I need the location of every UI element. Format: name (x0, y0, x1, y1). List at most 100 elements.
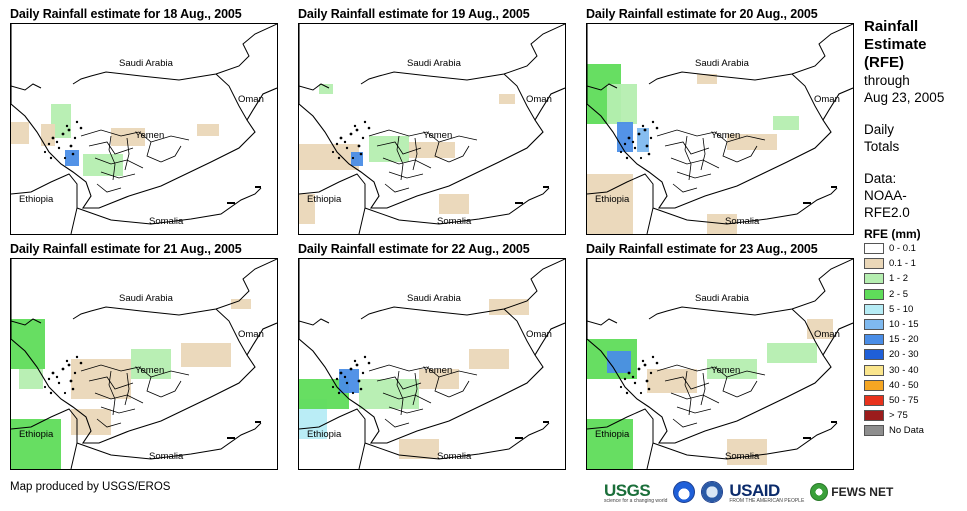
rainfall-patch (617, 122, 633, 152)
map-panel: Daily Rainfall estimate for 22 Aug., 200… (298, 242, 566, 470)
label-yemen: Yemen (135, 365, 165, 376)
label-saudi-arabia: Saudi Arabia (695, 58, 749, 69)
panel-title: Daily Rainfall estimate for 20 Aug., 200… (586, 7, 818, 21)
legend-swatch (864, 425, 884, 437)
legend-swatch (864, 243, 884, 255)
sidebar-data-label: Data: (864, 171, 897, 186)
label-somalia: Somalia (437, 451, 472, 462)
rainfall-patch (767, 343, 817, 363)
rainfall-patch (71, 359, 131, 399)
legend-swatch (864, 364, 884, 376)
rainfall-patch (197, 124, 219, 136)
sidebar: Rainfall Estimate (RFE) through Aug 23, … (864, 18, 964, 438)
sidebar-daily: Daily (864, 122, 895, 137)
sidebar-data-source: NOAA- (864, 188, 907, 203)
rainfall-patch (299, 144, 359, 170)
legend-label: > 75 (889, 410, 908, 422)
label-oman: Oman (238, 94, 264, 105)
legend-swatch (864, 319, 884, 331)
rainfall-patch (773, 116, 799, 130)
fews-globe-icon (810, 483, 829, 501)
map-frame: Saudi Arabia Oman Yemen Ethiopia Somalia (298, 23, 566, 235)
map-frame: Saudi Arabia Oman Yemen Ethiopia Somalia (586, 23, 854, 235)
rainfall-patch (607, 84, 637, 124)
label-saudi-arabia: Saudi Arabia (407, 58, 461, 69)
legend-swatch (864, 334, 884, 346)
sidebar-data-source: RFE2.0 (864, 205, 910, 220)
map-credit: Map produced by USGS/EROS (10, 481, 171, 493)
sidebar-through: through (864, 73, 910, 88)
legend-swatch (864, 258, 884, 270)
map-panel: Daily Rainfall estimate for 23 Aug., 200… (586, 242, 854, 470)
label-oman: Oman (814, 94, 840, 105)
label-oman: Oman (526, 329, 552, 340)
legend-label: 0 - 0.1 (889, 243, 916, 255)
rainfall-patch (181, 343, 231, 367)
rainfall-patch (587, 174, 633, 234)
legend-swatch (864, 379, 884, 391)
logo-strip: USGS science for a changing world USAID … (604, 480, 893, 504)
legend-item: No Data (864, 423, 964, 438)
legend-item: 50 - 75 (864, 393, 964, 408)
rainfall-patch (439, 194, 469, 214)
map-svg (587, 24, 853, 234)
legend-item: 1 - 2 (864, 271, 964, 286)
rainfall-patch (351, 152, 363, 166)
legend-label: 15 - 20 (889, 334, 919, 346)
map-svg (299, 24, 565, 234)
legend-label: 30 - 40 (889, 364, 919, 376)
map-frame: Saudi Arabia Oman Yemen Ethiopia Somalia (586, 258, 854, 470)
label-yemen: Yemen (423, 130, 453, 141)
rainfall-patch (65, 150, 79, 166)
label-somalia: Somalia (437, 216, 472, 227)
legend-label: 5 - 10 (889, 303, 914, 315)
legend-swatch (864, 394, 884, 406)
rainfall-patch (19, 369, 43, 389)
map-frame: Saudi Arabia Oman Yemen Ethiopia Somalia (10, 258, 278, 470)
rainfall-patch (41, 124, 55, 146)
rainfall-patch (697, 74, 717, 84)
label-somalia: Somalia (725, 216, 760, 227)
legend-item: 10 - 15 (864, 317, 964, 332)
label-yemen: Yemen (711, 130, 741, 141)
label-yemen: Yemen (711, 365, 741, 376)
label-saudi-arabia: Saudi Arabia (695, 293, 749, 304)
label-saudi-arabia: Saudi Arabia (407, 293, 461, 304)
legend-item: 40 - 50 (864, 378, 964, 393)
map-svg (11, 259, 277, 469)
usda-seal-icon (701, 481, 724, 503)
rainfall-patch (587, 419, 633, 469)
sidebar-date: Aug 23, 2005 (864, 90, 945, 105)
rainfall-patch (409, 142, 455, 158)
label-saudi-arabia: Saudi Arabia (119, 58, 173, 69)
rainfall-patch (637, 128, 649, 152)
map-panel: Daily Rainfall estimate for 19 Aug., 200… (298, 7, 566, 235)
legend-swatch (864, 273, 884, 285)
legend: 0 - 0.1 0.1 - 1 1 - 2 2 - 5 5 - 10 10 - 15 15 … (864, 241, 964, 438)
legend-swatch (864, 410, 884, 422)
usgs-logo: USGS science for a changing world (604, 480, 668, 504)
legend-swatch (864, 349, 884, 361)
label-oman: Oman (526, 94, 552, 105)
noaa-logo-icon (673, 481, 696, 503)
legend-label: 0.1 - 1 (889, 258, 916, 270)
map-svg (587, 259, 853, 469)
legend-item: 20 - 30 (864, 347, 964, 362)
legend-label: 20 - 30 (889, 349, 919, 361)
label-somalia: Somalia (149, 451, 184, 462)
rainfall-patch (299, 194, 315, 224)
legend-label: 1 - 2 (889, 273, 909, 285)
legend-label: No Data (889, 425, 924, 437)
rainfall-patch (131, 349, 171, 379)
panel-title: Daily Rainfall estimate for 23 Aug., 200… (586, 242, 818, 256)
legend-label: 40 - 50 (889, 379, 919, 391)
rainfall-patch (807, 319, 833, 339)
map-frame: Saudi Arabia Oman Yemen Ethiopia Somalia (10, 23, 278, 235)
rainfall-patch (727, 439, 767, 465)
legend-item: 30 - 40 (864, 363, 964, 378)
sidebar-title: Rainfall Estimate (RFE) (864, 18, 927, 71)
label-somalia: Somalia (725, 451, 760, 462)
map-panel: Daily Rainfall estimate for 21 Aug., 200… (10, 242, 278, 470)
label-ethiopia: Ethiopia (595, 194, 630, 205)
label-ethiopia: Ethiopia (307, 194, 342, 205)
